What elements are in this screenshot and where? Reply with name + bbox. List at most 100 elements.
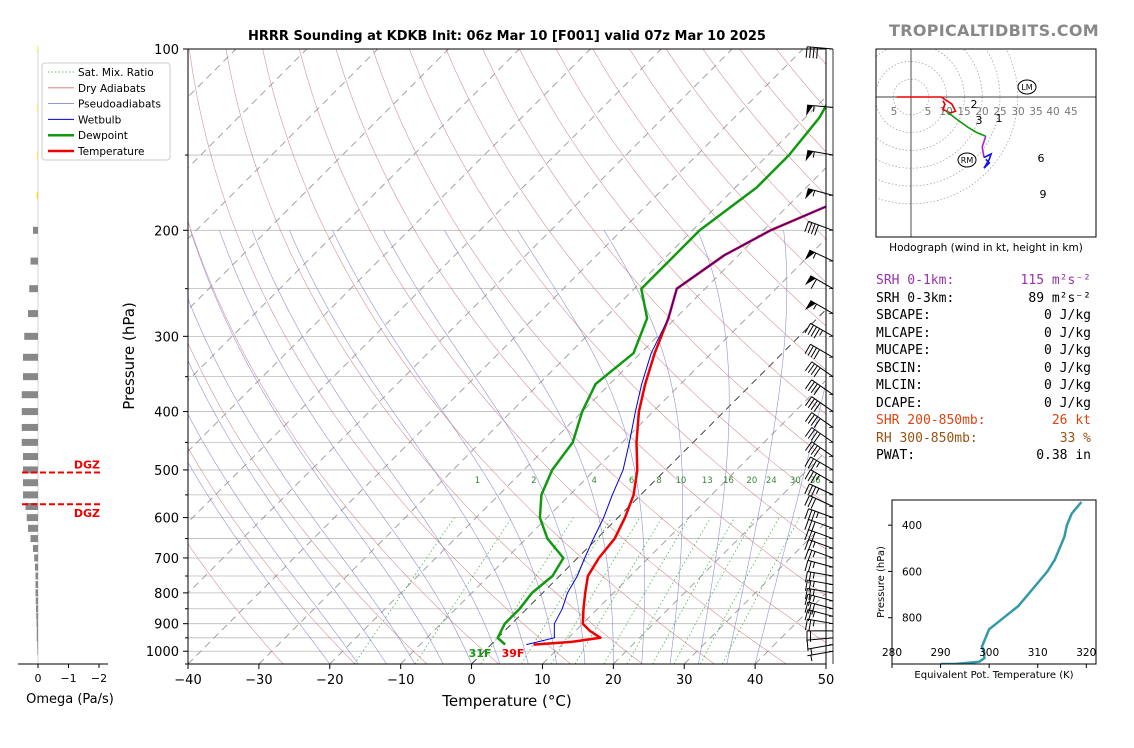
omega-bar: [35, 589, 38, 597]
skewt-frame: [187, 48, 827, 665]
storm-motion-marker: [1017, 79, 1037, 95]
omega-bar: [36, 627, 38, 635]
y-tick-label: 700: [154, 552, 179, 567]
moist-adiabat-line: [697, 230, 730, 664]
wind-barb: [804, 548, 834, 561]
omega-tick-label: −2: [91, 672, 107, 685]
legend-entry: Temperature: [77, 146, 145, 158]
barb-flag: [807, 550, 813, 561]
barb-flag: [807, 594, 812, 606]
stat-value: 0 J/kg: [1044, 325, 1091, 341]
isotherm-line: [329, 167, 826, 664]
storm-motion-marker: [957, 152, 977, 168]
barb-shaft: [810, 322, 834, 337]
mixing-ratio-label: 2: [531, 476, 536, 486]
barb-flag: [804, 594, 809, 605]
stat-label: MLCAPE:: [876, 325, 931, 341]
barb-half-flag: [819, 330, 824, 336]
omega-bar: [21, 408, 38, 416]
wind-barb: [804, 593, 834, 606]
stat-row: SBCIN: 0 J/kg: [876, 360, 1091, 378]
barb-shaft: [810, 456, 834, 471]
hodograph-trace: [981, 135, 987, 158]
barb-flag: [810, 498, 817, 509]
isotherm-line: [0, 49, 23, 664]
barb-flag: [807, 324, 814, 335]
mixing-ratio-line: [414, 517, 513, 664]
y-tick-label: 600: [154, 512, 179, 527]
barb-shaft: [807, 579, 834, 586]
barb-shaft: [807, 188, 834, 196]
barb-flag: [808, 588, 812, 600]
stat-value: 0 J/kg: [1044, 378, 1091, 393]
barb-shaft: [807, 650, 834, 657]
x-tick-label: 10: [534, 673, 551, 688]
omega-bar: [30, 535, 38, 543]
surface-temperature-label: 39F: [502, 647, 525, 660]
hodograph-ring-label: 20: [975, 106, 988, 118]
barb-flag: [813, 433, 821, 443]
moist-adiabat-line: [188, 461, 331, 664]
y-tick-label: 200: [154, 224, 179, 239]
isotherm-line: [188, 49, 662, 523]
barb-flag: [813, 349, 821, 360]
omega-bar: [21, 423, 38, 431]
omega-bar: [33, 544, 38, 552]
skewt-plot-area: 1 2 4 6 8 10 13 16 20 24 30 36: [0, 49, 826, 664]
omega-bar: [33, 226, 38, 234]
barb-pennant: [805, 188, 814, 200]
zero-isotherm: [471, 308, 826, 664]
barb-flag: [810, 416, 818, 426]
barb-half-flag: [812, 252, 817, 259]
barb-flag: [813, 447, 821, 457]
dry-adiabat-line: [188, 220, 499, 664]
moist-adiabat-line: [188, 360, 387, 664]
stat-value: 115 m²s⁻²: [1020, 273, 1091, 288]
hodograph-trace: [983, 152, 993, 169]
x-tick-label: 50: [818, 673, 835, 688]
omega-bar: [28, 310, 38, 318]
barb-flag: [810, 460, 817, 471]
dry-adiabat-line: [188, 543, 284, 664]
mixing-ratio-label: 1: [475, 476, 480, 486]
dry-adiabat-line: [445, 49, 826, 505]
wind-barb: [804, 427, 834, 443]
stat-row: MLCAPE: 0 J/kg: [876, 325, 1091, 343]
height-label: 6: [1038, 152, 1045, 165]
x-tick-label: 0: [467, 673, 475, 688]
height-label: 2: [971, 98, 978, 111]
dry-adiabat-line: [482, 49, 826, 460]
stat-value: 0 J/kg: [1044, 395, 1091, 411]
barb-flag: [807, 540, 813, 552]
moist-adiabat-line: [188, 413, 359, 664]
y-tick-label: 1000: [146, 645, 179, 660]
wind-barb: [804, 518, 834, 533]
wind-barb: [804, 441, 834, 457]
stat-label: PWAT:: [876, 448, 916, 463]
theta-e-frame: [891, 499, 1097, 665]
wind-barb: [804, 361, 834, 378]
barb-half-flag: [810, 655, 813, 662]
barb-pennant: [806, 105, 814, 117]
barb-flag: [806, 640, 809, 652]
moist-adiabat-line: [726, 230, 788, 664]
wind-barb: [804, 579, 834, 592]
stat-value: 33 %: [1059, 430, 1091, 446]
stat-row: DCAPE: 0 J/kg: [876, 395, 1091, 413]
barb-flag: [804, 379, 813, 390]
storm-motion-label: RM: [961, 156, 974, 165]
mixing-ratio-line: [550, 517, 640, 664]
barb-half-flag: [815, 512, 819, 519]
isotherm-line: [613, 450, 826, 664]
chart-title: HRRR Sounding at KDKB Init: 06z Mar 10 […: [248, 29, 766, 44]
isotherm-line: [188, 49, 378, 240]
surface-dewpoint-label: 31F: [469, 647, 492, 660]
barb-flag: [807, 520, 813, 532]
barb-flag: [808, 619, 812, 631]
barb-flag: [807, 381, 815, 392]
barb-shaft: [810, 469, 834, 484]
barb-flag: [807, 602, 812, 614]
stat-label: RH 300-850mb:: [876, 430, 978, 446]
mixing-ratio-label: 16: [723, 476, 734, 486]
mixing-ratio-line: [603, 517, 690, 664]
